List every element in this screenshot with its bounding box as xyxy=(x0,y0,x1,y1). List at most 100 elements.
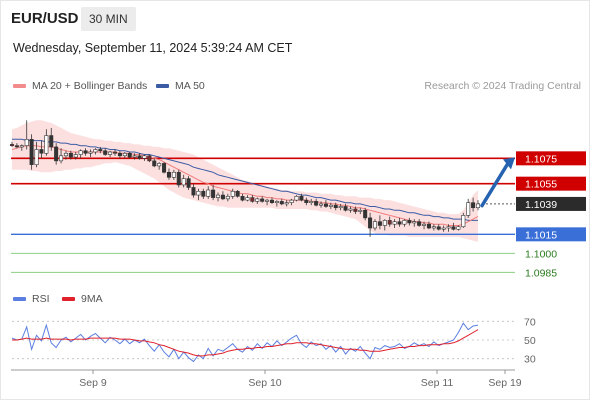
level-label-resistance: 1.1075 xyxy=(525,153,557,165)
candle xyxy=(255,197,260,204)
candle xyxy=(358,207,363,215)
candle-body xyxy=(142,155,147,159)
time-axis: Sep 9 Sep 10 Sep 11 Sep 19 xyxy=(11,369,522,389)
candle-body xyxy=(137,155,142,159)
candle xyxy=(387,216,392,227)
legend-ma50-label: MA 50 xyxy=(175,80,205,92)
level-label-current: 1.1039 xyxy=(525,199,557,211)
candle xyxy=(147,154,152,163)
candle-body xyxy=(63,152,68,157)
candle xyxy=(44,129,49,156)
candle xyxy=(422,221,427,230)
candle xyxy=(446,224,451,232)
candle-body xyxy=(412,221,417,224)
candle-body xyxy=(319,203,324,206)
candle-body xyxy=(299,196,304,201)
candle xyxy=(451,222,456,231)
legend-ma50: MA 50 xyxy=(156,80,205,92)
rsi-tick-label: 30 xyxy=(524,354,536,366)
candle xyxy=(343,203,348,212)
level-label-resistance: 1.1055 xyxy=(525,179,557,191)
candle-body xyxy=(436,226,441,230)
9ma-swatch-icon xyxy=(62,297,75,302)
rsi-swatch-icon xyxy=(13,297,26,302)
candle xyxy=(206,186,211,199)
candle-body xyxy=(201,190,206,197)
candle-body xyxy=(353,208,358,212)
candle-body xyxy=(255,198,260,202)
candle-body xyxy=(269,199,274,203)
candle xyxy=(34,141,39,168)
candle-body xyxy=(19,145,24,148)
candle-body xyxy=(274,201,279,203)
candle-body xyxy=(294,196,299,201)
candle-body xyxy=(372,221,378,229)
candle-body xyxy=(108,151,113,155)
candle xyxy=(78,149,83,159)
legend-9ma: 9MA xyxy=(62,293,103,305)
candles xyxy=(9,120,481,237)
candle-body xyxy=(14,145,19,148)
rsi-9ma-line xyxy=(12,329,479,357)
candle xyxy=(392,219,397,228)
candle-body xyxy=(166,171,171,178)
forecast-arrow xyxy=(480,157,515,208)
candle xyxy=(319,201,324,208)
candle-body xyxy=(181,178,186,186)
candle-body xyxy=(279,201,284,205)
candle-body xyxy=(34,149,39,165)
legend-ma20: MA 20 + Bollinger Bands xyxy=(13,80,147,92)
candle xyxy=(294,195,299,202)
candle xyxy=(166,168,171,180)
bollinger-band xyxy=(12,120,478,242)
candle-body xyxy=(304,199,309,203)
candle-body xyxy=(265,199,270,202)
time-tick-label: Sep 19 xyxy=(488,377,521,389)
interval-badge[interactable]: 30 MIN xyxy=(81,7,136,31)
candle xyxy=(323,200,328,208)
level-tag-resistance xyxy=(516,151,586,166)
candle-body xyxy=(466,202,471,216)
candle xyxy=(225,193,230,202)
candle-body xyxy=(245,197,250,201)
ma20-swatch-icon xyxy=(13,84,26,89)
candle-body xyxy=(186,178,191,188)
candle xyxy=(289,198,294,206)
candle xyxy=(157,162,162,170)
candle-body xyxy=(422,223,427,226)
candle xyxy=(142,154,147,161)
time-tick-label: Sep 11 xyxy=(421,377,454,389)
candle-body xyxy=(103,150,108,155)
candle xyxy=(309,198,314,206)
legend-ma20-label: MA 20 + Bollinger Bands xyxy=(32,80,148,92)
candle-body xyxy=(220,194,225,200)
candle xyxy=(461,212,466,228)
level-tag-support xyxy=(516,227,586,242)
candle-body xyxy=(73,154,78,158)
candle-body xyxy=(235,190,240,197)
candle xyxy=(152,158,157,168)
candle-body xyxy=(206,189,211,197)
legend-rsi: RSI xyxy=(13,293,50,305)
legend-rsi-label: RSI xyxy=(32,293,50,305)
candle-body xyxy=(250,197,255,202)
candle xyxy=(49,127,54,151)
time-tick-label: Sep 9 xyxy=(79,377,107,389)
candle xyxy=(19,144,24,151)
candle-body xyxy=(191,187,196,196)
candle-body xyxy=(98,149,103,152)
candle-body xyxy=(475,203,481,209)
timestamp: Wednesday, September 11, 2024 5:39:24 AM… xyxy=(13,41,293,55)
candle xyxy=(201,188,206,199)
candle xyxy=(216,192,221,202)
candle xyxy=(29,134,34,170)
candle xyxy=(240,193,245,202)
candle-body xyxy=(83,150,88,154)
candle-body xyxy=(387,220,392,225)
candle-body xyxy=(59,155,64,162)
candle xyxy=(284,200,289,207)
candle-body xyxy=(147,155,152,162)
candle xyxy=(274,200,279,207)
rsi-panel: 70 50 30 xyxy=(11,316,536,366)
candle xyxy=(14,143,19,149)
